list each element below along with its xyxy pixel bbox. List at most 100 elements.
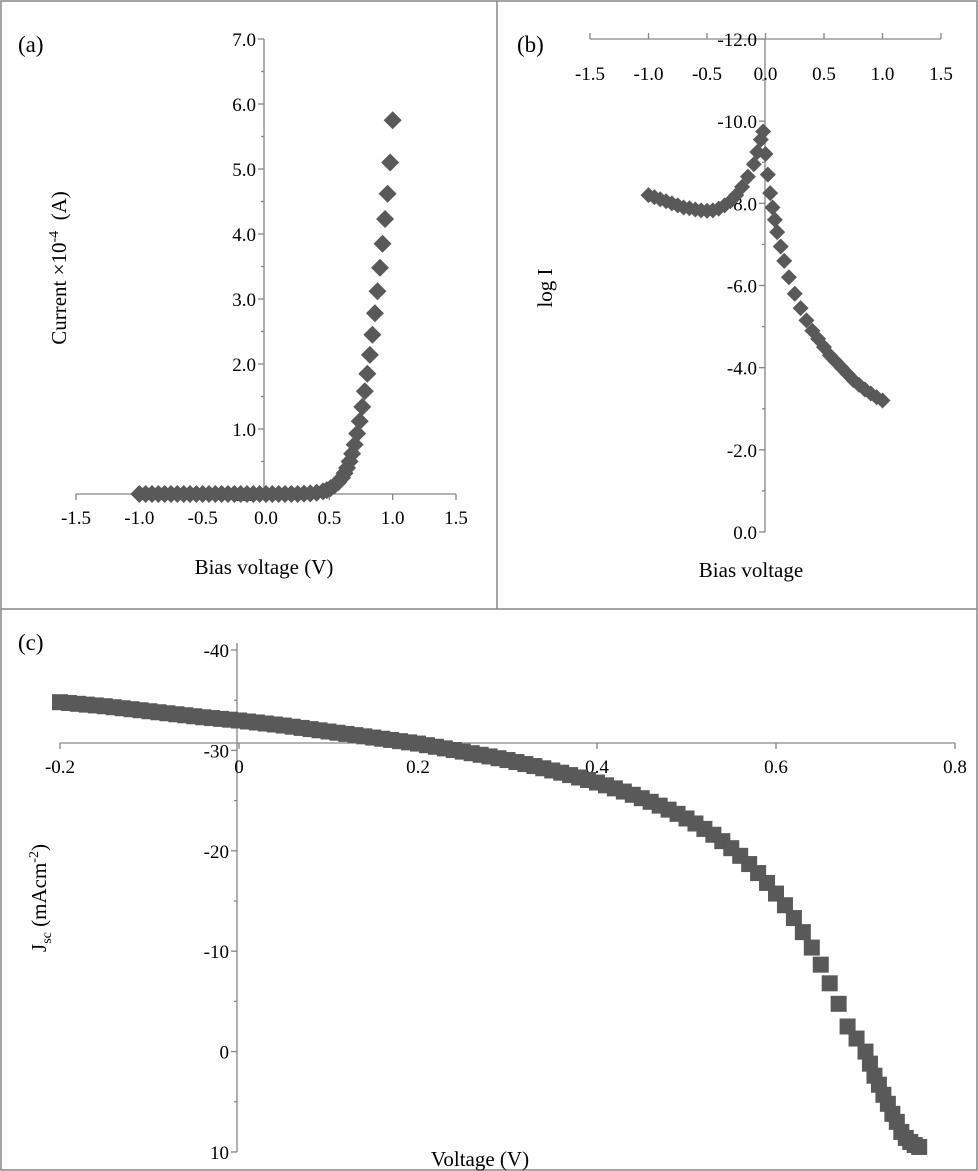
panel-a-y-tick-label: 5.0 bbox=[232, 160, 256, 181]
panel-a-y-tick-label: 1.0 bbox=[232, 420, 256, 441]
panel-b-data-point bbox=[780, 269, 797, 286]
panel-c-data-point bbox=[839, 1018, 856, 1035]
panel-a-y-axis-label: Current ×10-4 (A) bbox=[47, 191, 71, 345]
panel-a-y-tick-label: 2.0 bbox=[232, 355, 256, 376]
panel-b-y-tick-label: -2.0 bbox=[727, 441, 757, 462]
panel-c-x-tick-label: 0.2 bbox=[406, 757, 430, 778]
panel-c-x-tick-label: 0 bbox=[234, 757, 244, 778]
panel-b-x-tick-label: 1.5 bbox=[929, 64, 953, 85]
panel-b-data-point bbox=[776, 252, 793, 269]
panel-c-y-tick-label: -30 bbox=[204, 741, 229, 762]
panel-b-data-point bbox=[757, 146, 774, 163]
panel-a-x-tick-label: 1.0 bbox=[381, 508, 405, 529]
panel-b-x-tick-label: -0.5 bbox=[692, 64, 722, 85]
panel-c-data-point bbox=[794, 924, 811, 941]
panel-b-data-point bbox=[755, 123, 772, 140]
panel-b-y-tick-label: -12.0 bbox=[717, 30, 757, 51]
panel-c-y-tick-label: 10 bbox=[210, 1143, 229, 1164]
panel-b-y-tick-label: 0.0 bbox=[733, 523, 757, 544]
panel-c-x-tick-label: 0.8 bbox=[943, 757, 967, 778]
panel-c-y-axis-label: Jsc (mAcm-2) bbox=[27, 844, 55, 952]
panel-a-data-point bbox=[371, 258, 389, 277]
panel-b-data-point bbox=[734, 178, 751, 195]
panel-c-y-label-close: ) bbox=[27, 844, 51, 851]
panel-c-x-axis-label: Voltage (V) bbox=[431, 1147, 529, 1171]
panel-c: (c) -0.2 0 0.2 0.4 0.6 0.8 100-10-20-30-40 Vo… bbox=[18, 630, 967, 1171]
panel-c-data-point bbox=[803, 939, 820, 956]
panel-c-data-point bbox=[776, 897, 793, 914]
panel-b-data-point bbox=[798, 312, 815, 329]
panel-c-x-tick-label: -0.2 bbox=[45, 757, 75, 778]
panel-b-x-ticks: -1.5 -1.0 -0.5 0.0 0.5 1.0 1.5 bbox=[575, 33, 953, 85]
panel-c-y-tick-label: 0 bbox=[220, 1043, 230, 1064]
panel-c-y-label-sup: -2 bbox=[27, 851, 42, 863]
panel-a-y-tick-label: 4.0 bbox=[232, 225, 256, 246]
panel-a-data-point bbox=[365, 304, 384, 323]
panel-c-y-tick-label: -20 bbox=[204, 842, 229, 863]
panel-b-label: (b) bbox=[517, 32, 544, 57]
panel-c-y-label-unit: (mAcm bbox=[27, 863, 51, 932]
panel-a-y-label-sup: -4 bbox=[47, 231, 62, 243]
panel-c-data-point bbox=[785, 910, 802, 927]
panel-a-data-point bbox=[348, 424, 367, 443]
panel-c-y-label-sub: sc bbox=[40, 932, 55, 944]
panel-a: (a) -1.5-1.0-0.50.00.51.01.5 0.01.02.03.… bbox=[18, 30, 468, 579]
panel-a-data-point bbox=[378, 184, 397, 203]
panel-b-y-tick-label: -4.0 bbox=[727, 359, 757, 380]
panel-a-y-tick-label: 6.0 bbox=[232, 95, 256, 116]
panel-a-data-point bbox=[360, 345, 379, 364]
panel-b-x-tick-label: -1.0 bbox=[633, 64, 663, 85]
panel-b-data-point bbox=[792, 300, 809, 317]
panel-b-x-tick-label: 1.0 bbox=[871, 64, 895, 85]
panel-a-label: (a) bbox=[18, 32, 44, 57]
panel-a-data-point bbox=[363, 325, 382, 344]
panel-c-y-label-main: J bbox=[27, 944, 51, 952]
panel-a-y-label-unit: (A) bbox=[47, 191, 71, 231]
panel-a-y-label-main: Current ×10 bbox=[47, 243, 71, 345]
panel-a-data-point bbox=[355, 382, 374, 401]
panel-a-x-tick-label: -0.5 bbox=[188, 508, 218, 529]
panel-a-x-tick-label: 1.5 bbox=[444, 508, 468, 529]
panel-a-y-tick-label: 7.0 bbox=[232, 30, 256, 51]
panel-a-data-point bbox=[376, 210, 395, 229]
panel-a-x-tick-label: -1.5 bbox=[61, 508, 91, 529]
panel-a-x-tick-label: 0.0 bbox=[254, 508, 278, 529]
panel-b-y-axis-label: log I bbox=[533, 268, 557, 307]
panel-b-y-tick-label: -6.0 bbox=[727, 277, 757, 298]
panel-c-data-point bbox=[861, 1055, 878, 1072]
panel-a-data-point bbox=[368, 282, 387, 301]
panel-b-data-point bbox=[759, 166, 776, 183]
panel-a-data-point bbox=[358, 364, 377, 383]
panel-c-data-point bbox=[830, 995, 847, 1012]
panel-b-y-tick-label: -10.0 bbox=[717, 112, 757, 133]
panel-a-data-point bbox=[350, 412, 369, 431]
panel-b-series bbox=[640, 123, 891, 409]
panel-b-data-point bbox=[874, 392, 891, 409]
panel-b-x-tick-label: 0.5 bbox=[812, 64, 836, 85]
panel-b-x-tick-label: 0.0 bbox=[754, 64, 778, 85]
panel-b-x-tick-label: -1.5 bbox=[575, 64, 605, 85]
panel-c-data-point bbox=[857, 1043, 874, 1060]
panel-c-label: (c) bbox=[18, 630, 44, 655]
panel-c-series bbox=[52, 694, 928, 1155]
panel-a-y-tick-label: 3.0 bbox=[232, 290, 256, 311]
panel-a-x-tick-label: -1.0 bbox=[124, 508, 154, 529]
panel-b-data-point bbox=[769, 224, 786, 241]
panel-c-y-tick-label: -10 bbox=[204, 942, 229, 963]
panel-b-data-point bbox=[766, 211, 783, 228]
panel-c-x-tick-label: 0.6 bbox=[764, 757, 788, 778]
panel-a-data-point bbox=[381, 153, 400, 172]
panel-b-data-point bbox=[772, 238, 789, 255]
panel-c-data-point bbox=[821, 975, 838, 992]
panel-c-data-point bbox=[812, 956, 829, 973]
panel-c-y-ticks: 10 0 -10 -20 -30 -40 bbox=[204, 641, 237, 1164]
panel-c-y-tick-label: -40 bbox=[204, 641, 229, 662]
panel-b-data-point bbox=[786, 285, 803, 302]
panel-b-data-point bbox=[762, 185, 779, 202]
panel-b: (b) -1.5 -1.0 -0.5 0.0 0.5 1.0 1.5 0.0 -2.0 -4.0… bbox=[517, 30, 953, 582]
panel-a-data-point bbox=[373, 234, 392, 253]
panel-a-data-point bbox=[383, 111, 402, 130]
panel-b-data-point bbox=[745, 156, 762, 173]
